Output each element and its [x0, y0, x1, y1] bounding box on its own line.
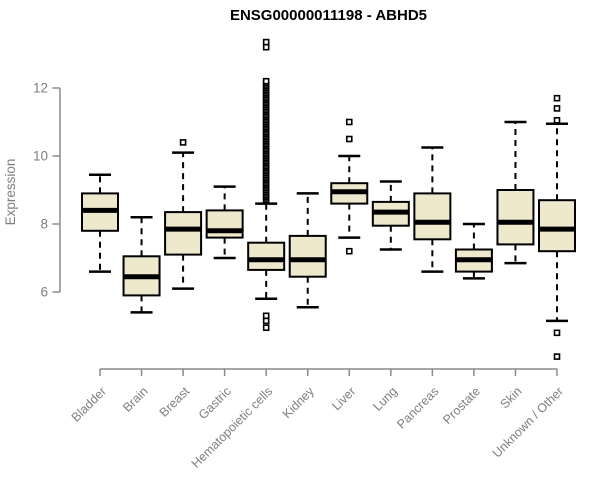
box-rect	[247, 241, 286, 271]
outlier-point	[345, 247, 353, 255]
x-tick-label: Bladder	[69, 384, 109, 424]
outlier-point	[262, 312, 270, 320]
x-tick-label: Breast	[157, 384, 193, 420]
outlier-point	[262, 317, 270, 325]
outlier-point	[262, 77, 270, 85]
x-tick-label: Lung	[370, 384, 400, 414]
box-rect	[205, 209, 244, 239]
y-tick-label: 12	[33, 81, 48, 96]
outlier-point	[262, 38, 270, 46]
y-axis-title: Expression	[3, 159, 18, 226]
y-tick-label: 6	[40, 285, 48, 300]
outlier-point	[262, 43, 270, 51]
outlier-point	[553, 117, 561, 124]
outlier-point	[553, 329, 561, 337]
x-tick-label: Kidney	[280, 384, 317, 421]
outlier-point	[345, 118, 353, 126]
x-tick-label: Gastric	[196, 384, 234, 422]
box-rect	[288, 234, 327, 278]
chart-title: ENSG00000011198 - ABHD5	[229, 7, 428, 24]
x-tick-label: Unknown / Other	[490, 384, 566, 460]
x-tick-label: Liver	[329, 384, 358, 413]
x-tick-label: Prostate	[440, 384, 483, 427]
outlier-point	[553, 105, 561, 112]
y-tick-label: 10	[33, 149, 48, 164]
x-tick-label: Hematopoietic cells	[189, 384, 276, 471]
x-tick-label: Pancreas	[394, 384, 441, 431]
outlier-point	[345, 135, 353, 143]
y-tick-label: 8	[40, 217, 48, 232]
outlier-point	[179, 139, 187, 146]
x-tick-label: Brain	[120, 384, 151, 415]
box-rect	[538, 199, 576, 253]
outlier-point	[553, 353, 561, 360]
box-rect	[496, 189, 535, 246]
outlier-point	[553, 94, 561, 102]
box-rect	[413, 192, 452, 241]
outlier-point	[262, 324, 270, 332]
x-tick-label: Skin	[497, 384, 524, 411]
box-rect	[164, 211, 203, 256]
